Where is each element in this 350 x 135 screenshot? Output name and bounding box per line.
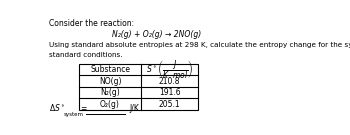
Text: 191.6: 191.6 bbox=[159, 88, 181, 97]
Text: system: system bbox=[64, 112, 84, 117]
Text: N₂(g) + O₂(g) → 2NO(g): N₂(g) + O₂(g) → 2NO(g) bbox=[112, 30, 201, 39]
Text: Consider the reaction:: Consider the reaction: bbox=[49, 19, 134, 28]
Bar bbox=[79, 64, 198, 110]
Text: $S^\circ\left(\dfrac{J}{K \cdot mol}\right)$: $S^\circ\left(\dfrac{J}{K \cdot mol}\rig… bbox=[146, 59, 194, 81]
Text: =: = bbox=[80, 104, 87, 113]
Text: 205.1: 205.1 bbox=[159, 99, 181, 109]
Text: J/K: J/K bbox=[129, 104, 139, 113]
Text: 210.8: 210.8 bbox=[159, 77, 181, 86]
Text: N₂(g): N₂(g) bbox=[100, 88, 120, 97]
Text: O₂(g): O₂(g) bbox=[100, 99, 120, 109]
Text: NO(g): NO(g) bbox=[99, 77, 121, 86]
Text: Substance: Substance bbox=[90, 65, 130, 74]
Text: $\Delta S^\circ$: $\Delta S^\circ$ bbox=[49, 102, 65, 113]
Text: standard conditions.: standard conditions. bbox=[49, 52, 122, 58]
Text: Using standard absolute entropies at 298 K, calculate the entropy change for the: Using standard absolute entropies at 298… bbox=[49, 41, 350, 48]
